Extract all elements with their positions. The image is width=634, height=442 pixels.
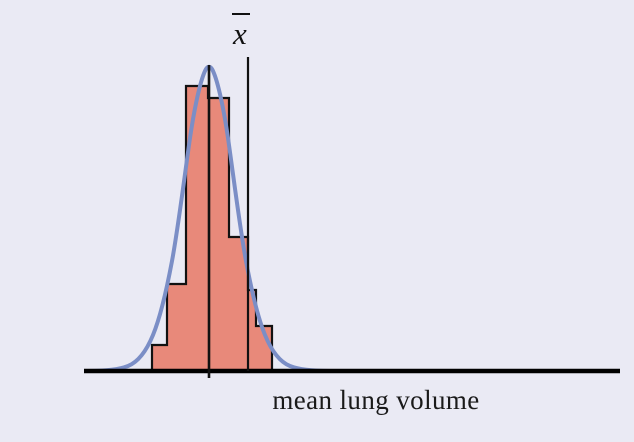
mean-symbol-label: x	[232, 13, 250, 49]
histogram-bar-outline	[150, 84, 274, 373]
histogram-bars	[150, 84, 274, 373]
x-bar-glyph: x	[232, 13, 250, 49]
x-axis-caption: mean lung volume	[272, 385, 480, 415]
